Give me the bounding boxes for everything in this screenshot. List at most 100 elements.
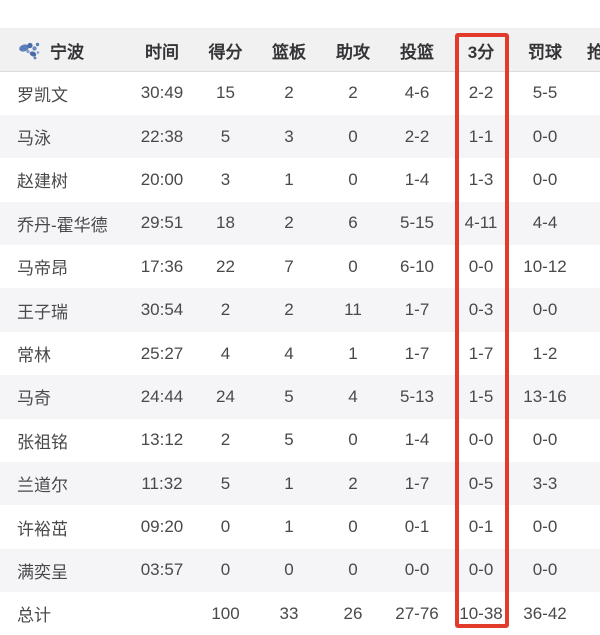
stat-cell: 1-7 [404,473,430,493]
stat-cell [577,245,600,288]
stat-cell: 1-1 [468,126,494,146]
stat-cell [577,375,600,418]
player-row[interactable]: 赵建树 20:00 3 1 0 1-4 1-3 0-0 [0,158,600,201]
stat-cell: 30:49 [140,83,184,103]
stat-cell: 7 [284,256,294,276]
player-row[interactable]: 乔丹-霍华德 29:51 18 2 6 5-15 4-11 4-4 [0,201,600,246]
col-header-team: 宁波 [0,29,130,72]
player-name-cell: 满奕呈 [17,562,68,582]
stat-cell: 5-15 [399,213,435,233]
stat-cell: 25:27 [140,343,184,363]
stat-cell: 2 [348,83,358,103]
team-name: 宁波 [50,42,84,62]
stat-cell: 17:36 [140,256,184,276]
player-name-cell: 总计 [17,606,51,626]
stat-cell: 33 [279,603,299,623]
stat-cell: 22 [216,256,235,276]
stat-cell: 1-3 [468,169,494,189]
player-name-cell: 马奇 [17,389,51,409]
stat-cell: 0 [348,169,358,189]
stat-cell: 2 [220,430,231,450]
stat-cell: 11 [344,300,362,320]
stat-cell: 03:57 [140,560,184,580]
stat-cell: 10-38 [459,603,503,623]
stat-cell: 4-4 [532,213,558,233]
stat-cell: 1-7 [468,343,494,363]
stat-cell: 5-13 [399,386,435,406]
player-row[interactable]: 常林 25:27 4 4 1 1-7 1-7 1-2 [0,332,600,375]
col-header-freethrows: 罚球 [528,42,562,62]
stat-cell: 2 [348,473,358,493]
stat-cell [577,332,600,375]
player-name-cell: 罗凯文 [17,85,68,105]
player-row[interactable]: 兰道尔 11:32 5 1 2 1-7 0-5 3-3 [0,462,600,506]
player-name-cell: 许裕茁 [17,519,68,539]
stat-cell: 0-0 [404,560,430,580]
stat-cell: 0-0 [468,560,494,580]
stat-cell: 0-3 [468,300,494,320]
stat-cell: 11:32 [141,473,183,493]
stat-cell [577,158,600,201]
stat-cell: 0 [220,560,231,580]
stat-cell: 26 [343,603,363,623]
stat-cell: 15 [216,83,235,103]
col-header-assists: 助攻 [336,42,370,62]
table-header-row: 宁波 时间 得分 篮板 助攻 投篮 3分 罚球 抢 [0,28,600,72]
stat-cell: 4-6 [404,83,430,103]
stat-cell: 0 [284,560,294,580]
team-logo-icon [19,42,40,60]
stat-cell: 0-0 [532,430,558,450]
stat-cell: 13-16 [523,386,567,406]
stat-cell: 1 [348,343,358,363]
stat-cell: 36-42 [523,603,567,623]
player-row[interactable]: 王子瑞 30:54 2 2 11 1-7 0-3 0-0 [0,288,600,332]
stat-cell: 2 [284,83,294,103]
stat-cell: 1-7 [404,300,430,320]
stat-cell [577,462,600,505]
stat-cell: 5 [284,430,294,450]
stat-cell: 22:38 [140,126,184,146]
stat-cell: 24:44 [140,386,184,406]
player-row[interactable]: 马泳 22:38 5 3 0 2-2 1-1 0-0 [0,114,600,159]
table-body: 罗凯文 30:49 15 2 2 4-6 2-2 5-5 马泳 22:38 5 3 0 2-2 1-1 0-0… [0,72,600,635]
stat-cell [577,419,600,462]
player-row[interactable]: 罗凯文 30:49 15 2 2 4-6 2-2 5-5 [0,72,600,115]
col-header-rebounds: 篮板 [272,42,306,62]
stat-cell: 1-4 [404,169,430,189]
stat-cell: 20:00 [140,169,184,189]
stat-cell: 0-1 [468,517,494,537]
stat-cell: 0-0 [468,430,494,450]
stat-cell: 0 [220,517,231,537]
stat-cell: 5 [284,386,294,406]
stat-cell: 0-1 [404,517,430,537]
col-header-points: 得分 [208,42,243,62]
stat-cell: 0 [348,560,358,580]
stat-cell: 2 [220,300,231,320]
stat-cell: 4-11 [464,213,498,233]
stat-cell: 2 [284,300,294,320]
player-row[interactable]: 马奇 24:44 24 5 4 5-13 1-5 13-16 [0,375,600,419]
stat-cell: 3-3 [532,473,558,493]
stat-cell [577,505,600,548]
stat-cell: 30:54 [140,300,184,320]
stat-cell: 10-12 [523,256,567,276]
player-row[interactable]: 满奕呈 03:57 0 0 0 0-0 0-0 0-0 [0,548,600,593]
player-row[interactable]: 马帝昂 17:36 22 7 0 6-10 0-0 10-12 [0,245,600,288]
stat-cell: 18 [216,213,235,233]
stat-cell: 1 [284,169,294,189]
stat-cell [577,288,600,331]
stat-cell: 3 [284,126,294,146]
stat-cell: 0-0 [532,169,558,189]
stat-cell: 1-7 [404,343,430,363]
total-row: 总计 100 33 26 27-76 10-38 36-42 [0,592,600,635]
stat-cell: 13:12 [140,430,184,450]
stat-cell: 4 [348,386,358,406]
player-name-cell: 王子瑞 [17,302,68,322]
stat-cell [577,202,600,245]
col-header-steals-cutoff: 抢 [577,29,600,72]
player-row[interactable]: 张祖铭 13:12 2 5 0 1-4 0-0 0-0 [0,419,600,462]
player-row[interactable]: 许裕茁 09:20 0 1 0 0-1 0-1 0-0 [0,505,600,548]
stat-cell [577,592,600,635]
stat-cell: 0 [348,430,358,450]
